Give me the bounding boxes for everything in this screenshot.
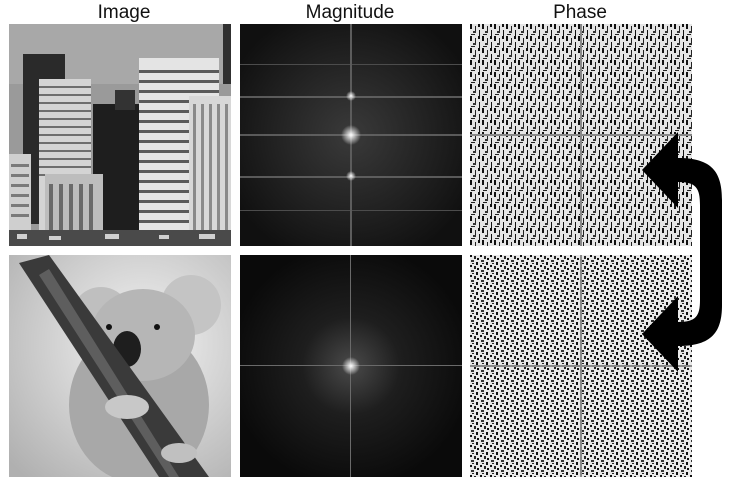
city-phase-spectrum [470, 24, 692, 246]
city-magnitude-spectrum [240, 24, 462, 246]
koala-phase-spectrum [470, 255, 692, 477]
image-column-title: Image [97, 2, 151, 23]
phase-column-title: Phase [553, 2, 607, 23]
magnitude-column-title: Magnitude [305, 2, 395, 23]
koala-magnitude-spectrum [240, 255, 462, 477]
koala-image [9, 255, 231, 477]
city-image [9, 24, 231, 246]
